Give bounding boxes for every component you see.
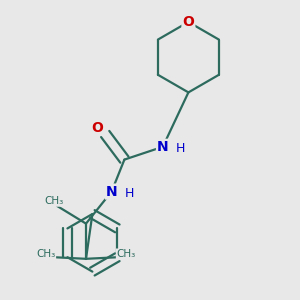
- Text: O: O: [91, 121, 103, 135]
- Text: N: N: [106, 184, 117, 199]
- Text: CH₃: CH₃: [36, 249, 56, 259]
- Text: H: H: [176, 142, 185, 155]
- Text: N: N: [157, 140, 169, 154]
- Text: H: H: [124, 187, 134, 200]
- Text: CH₃: CH₃: [44, 196, 64, 206]
- Text: CH₃: CH₃: [116, 249, 136, 259]
- Text: O: O: [182, 15, 194, 29]
